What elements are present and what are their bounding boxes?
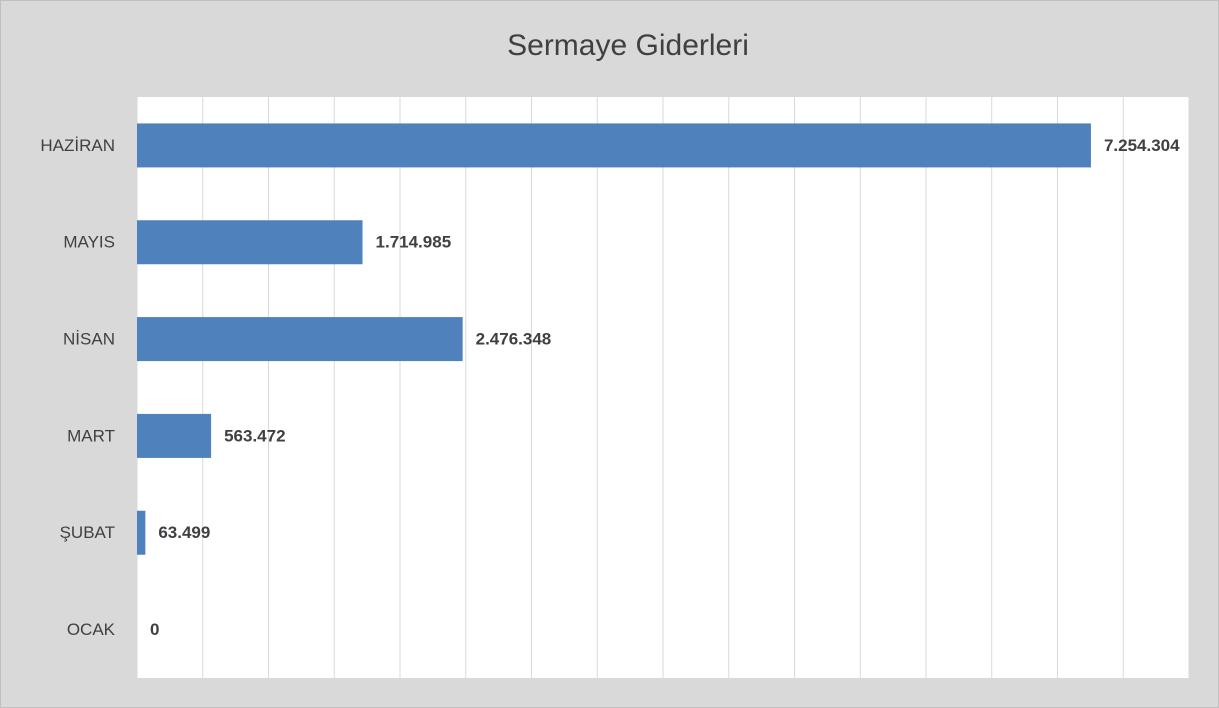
bar [137, 317, 463, 362]
y-tick-label: ŞUBAT [60, 523, 115, 542]
data-label: 0 [150, 620, 159, 639]
y-tick-label: MART [67, 426, 115, 445]
y-tick-label: NİSAN [63, 330, 115, 349]
chart-title: Sermaye Giderleri [507, 29, 749, 62]
y-tick-label: OCAK [67, 620, 116, 639]
y-tick-label: HAZİRAN [40, 136, 115, 155]
bar [137, 220, 363, 265]
y-tick-label: MAYIS [63, 233, 115, 252]
data-label: 1.714.985 [376, 233, 452, 252]
data-label: 563.472 [224, 426, 285, 445]
data-label: 2.476.348 [476, 330, 552, 349]
bar [137, 413, 212, 458]
bar [137, 510, 146, 555]
data-label: 7.254.304 [1104, 136, 1180, 155]
data-label: 63.499 [158, 523, 210, 542]
bar [137, 123, 1091, 168]
